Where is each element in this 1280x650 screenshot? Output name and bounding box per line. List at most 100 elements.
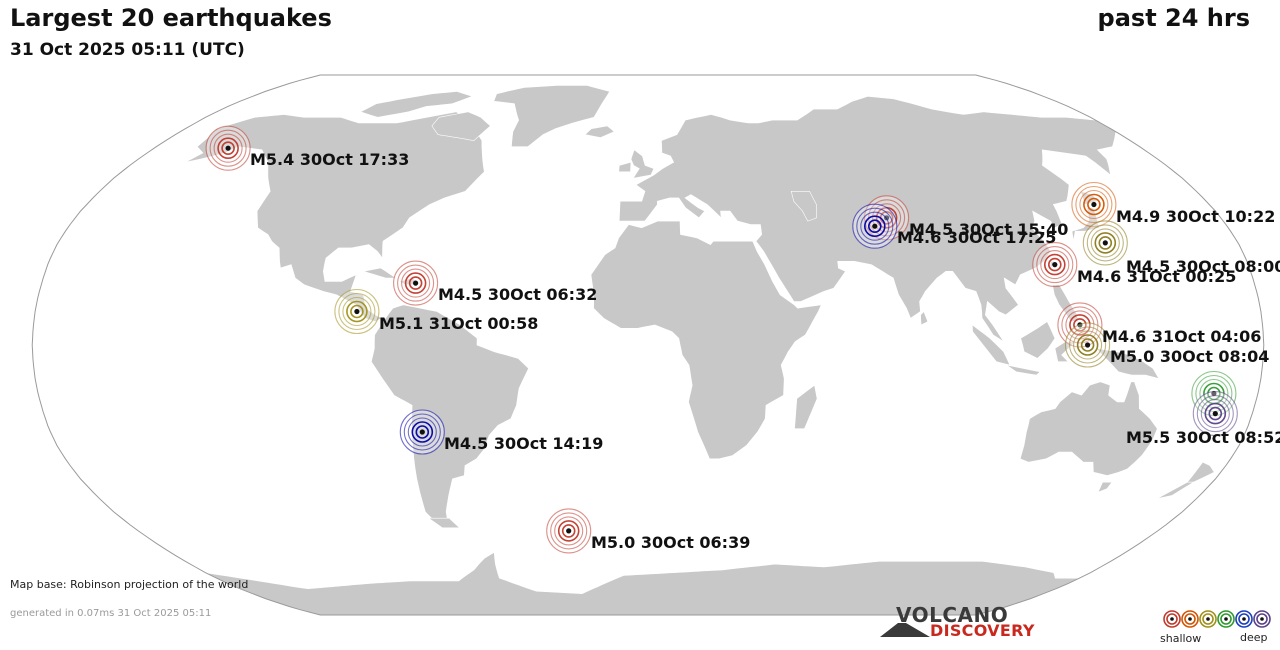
landmass-21 [920, 310, 929, 326]
earthquake-ring [1080, 338, 1095, 352]
earthquake-label[interactable]: M4.9 30Oct 10:22 [1116, 207, 1276, 226]
legend-ring [1199, 610, 1217, 628]
depth-legend-circles [1163, 610, 1271, 628]
earthquake-ring [1087, 197, 1101, 212]
legend-ring [1166, 613, 1178, 625]
earthquake-ring [856, 207, 894, 245]
earthquake-ring [407, 417, 437, 447]
legend-ring [1217, 610, 1235, 628]
earthquake-marker[interactable] [852, 203, 898, 249]
legend-ring [1163, 610, 1181, 628]
landmass-8 [359, 91, 474, 118]
legend-dot [1206, 617, 1210, 621]
earthquake-ring [397, 264, 435, 302]
landmass-29 [790, 191, 818, 222]
landmass-25 [1097, 481, 1113, 493]
earthquake-markers [205, 125, 1238, 554]
earthquake-ring [863, 215, 886, 237]
landmass-14 [971, 324, 1011, 366]
earthquake-label[interactable]: M4.5 30Oct 08:00 [1126, 257, 1280, 276]
legend-dot [1224, 617, 1228, 621]
earthquake-ring [867, 219, 882, 233]
earthquake-ring [1090, 228, 1120, 258]
volcano-icon [880, 623, 930, 637]
earthquake-epicenter [1085, 342, 1091, 348]
earthquake-marker[interactable] [1032, 242, 1078, 288]
depth-legend: shallow deep [1160, 608, 1272, 648]
legend-deep-label: deep [1240, 631, 1268, 644]
volcanodiscovery-logo[interactable]: VOLCANO DISCOVERY [880, 603, 1040, 643]
earthquake-ring [1075, 185, 1113, 224]
legend-dot [1188, 617, 1192, 621]
earthquake-marker[interactable] [1082, 220, 1128, 266]
earthquake-ring [338, 292, 376, 331]
earthquake-ring [872, 203, 902, 233]
landmass-23 [1186, 461, 1215, 483]
earthquake-ring [213, 133, 243, 163]
map-datetime: 31 Oct 2025 05:11 (UTC) [10, 40, 245, 60]
legend-dot [1260, 617, 1264, 621]
earthquake-ring [1200, 399, 1230, 429]
earthquake-ring [1204, 402, 1227, 425]
legend-ring [1238, 613, 1250, 625]
earthquake-marker[interactable] [334, 288, 380, 335]
earthquake-label[interactable]: M4.5 30Oct 14:19 [444, 434, 604, 453]
earthquake-label[interactable]: M5.4 30Oct 17:33 [250, 150, 410, 169]
logo-line2: DISCOVERY [930, 621, 1035, 640]
earthquake-ring [1208, 406, 1223, 421]
landmass-16 [1006, 364, 1041, 376]
earthquake-ring [1073, 318, 1087, 332]
landmass-26 [363, 267, 398, 279]
earthquake-marker[interactable] [399, 409, 445, 455]
landmass-9 [630, 149, 655, 179]
map-title: Largest 20 earthquakes [10, 4, 332, 32]
earthquake-ring [1069, 326, 1107, 364]
landmass-0 [185, 111, 485, 322]
earthquake-ring [1069, 314, 1091, 336]
earthquake-ring [403, 413, 441, 451]
landmass-10 [618, 161, 632, 173]
earthquake-ring [1098, 236, 1113, 250]
earthquake-ring [1086, 224, 1124, 262]
legend-ring [1256, 613, 1268, 625]
earthquake-marker[interactable] [1071, 181, 1117, 228]
landmass-2 [590, 220, 822, 460]
earthquake-label[interactable]: M5.1 31Oct 00:58 [379, 314, 539, 333]
earthquake-ring [1196, 395, 1234, 433]
generated-note: generated in 0.07ms 31 Oct 2025 05:11 [10, 608, 212, 619]
earthquake-marker[interactable] [1192, 391, 1238, 437]
earthquake-ring [342, 296, 372, 327]
earthquake-marker[interactable] [546, 508, 592, 554]
landmass-17 [1054, 341, 1077, 362]
legend-ring [1181, 610, 1199, 628]
earthquake-epicenter [419, 429, 425, 435]
earthquake-ring [1083, 193, 1105, 216]
map-period: past 24 hrs [1097, 4, 1250, 32]
earthquake-label[interactable]: M4.5 30Oct 15:40 [909, 220, 1069, 239]
earthquake-label[interactable]: M5.0 30Oct 08:04 [1110, 347, 1270, 366]
earthquake-label[interactable]: M4.6 31Oct 00:25 [1077, 267, 1237, 286]
earthquake-epicenter [413, 280, 419, 286]
earthquake-epicenter [1212, 411, 1218, 417]
earthquake-marker[interactable] [1065, 322, 1111, 368]
map-base-note: Map base: Robinson projection of the wor… [10, 578, 249, 591]
earthquake-ring [408, 276, 423, 290]
earthquake-ring [860, 211, 890, 241]
earthquake-ring [550, 512, 588, 550]
earthquake-ring [554, 516, 584, 546]
earthquake-label[interactable]: M4.6 31Oct 04:06 [1102, 327, 1262, 346]
earthquake-label[interactable]: M4.6 30Oct 17:25 [897, 228, 1057, 247]
earthquake-ring [346, 300, 368, 323]
earthquake-label[interactable]: M5.5 30Oct 08:52 [1126, 428, 1280, 447]
earthquake-marker[interactable] [393, 260, 439, 306]
earthquake-label[interactable]: M4.5 30Oct 06:32 [438, 285, 598, 304]
earthquake-label[interactable]: M5.0 30Oct 06:39 [591, 533, 751, 552]
earthquake-marker[interactable] [205, 125, 251, 171]
earthquake-ring [217, 137, 239, 159]
landmass-1 [370, 304, 529, 525]
earthquake-epicenter [1052, 262, 1058, 268]
earthquake-ring [415, 425, 430, 439]
landmass-7 [431, 111, 491, 141]
earthquake-ring [1040, 250, 1070, 280]
